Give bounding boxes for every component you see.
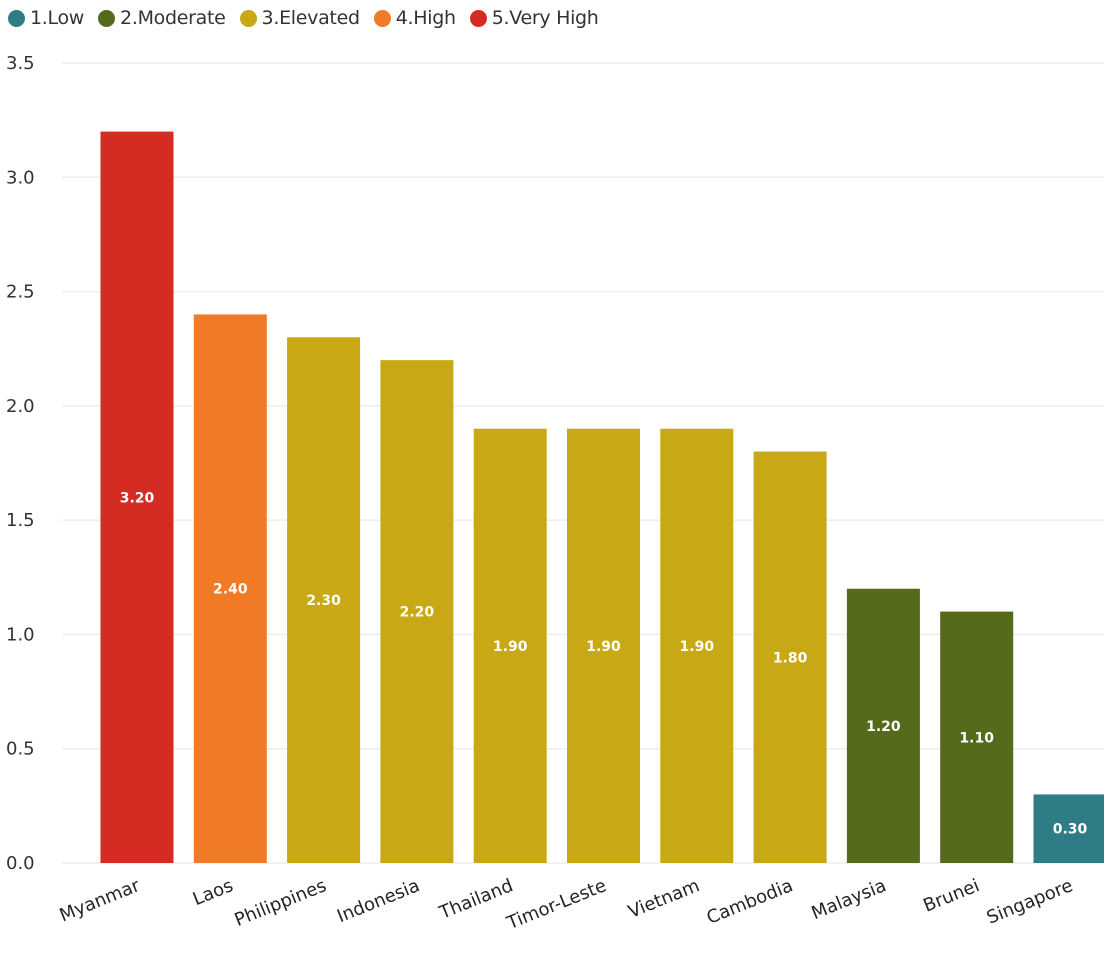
data-label: 2.30: [306, 593, 341, 609]
legend-item[interactable]: 2.Moderate: [98, 7, 226, 29]
chart-legend: 1.Low 2.Moderate 3.Elevated 4.High 5.Very Hi…: [8, 4, 613, 32]
data-label: 1.10: [959, 730, 994, 746]
x-category-label: Vietnam: [625, 875, 702, 923]
x-category-label: Brunei: [920, 875, 982, 916]
bar[interactable]: [100, 131, 174, 864]
bar[interactable]: [287, 337, 361, 863]
data-label: 1.90: [586, 639, 621, 655]
legend-marker-icon: [469, 9, 487, 27]
legend-label: 2.Moderate: [120, 7, 226, 29]
x-category-label: Philippines: [232, 875, 330, 931]
bar[interactable]: [380, 360, 454, 863]
x-category-label: Timor-Leste: [503, 875, 609, 934]
y-tick-label: 2.0: [6, 396, 35, 417]
legend-label: 3.Elevated: [261, 7, 361, 29]
legend-marker-icon: [8, 9, 25, 27]
legend-label: 5.Very High: [491, 7, 599, 29]
data-label: 0.30: [1053, 822, 1088, 838]
legend-item[interactable]: 1.Low: [8, 7, 84, 29]
data-label: 1.90: [680, 639, 715, 655]
legend-marker-icon: [373, 9, 391, 27]
data-label: 1.20: [866, 719, 901, 735]
y-tick-label: 2.5: [6, 282, 35, 303]
y-tick-label: 3.5: [6, 53, 35, 74]
y-tick-label: 0.0: [6, 853, 35, 874]
x-category-label: Cambodia: [704, 875, 796, 929]
y-tick-label: 1.0: [6, 624, 35, 645]
data-label: 2.20: [400, 605, 435, 621]
x-category-label: Myanmar: [57, 875, 144, 926]
legend-label: 4.High: [395, 7, 456, 29]
data-label: 2.40: [213, 582, 248, 598]
legend-item[interactable]: 4.High: [373, 7, 456, 29]
bar[interactable]: [660, 428, 734, 863]
bar[interactable]: [193, 314, 267, 863]
data-label: 3.20: [120, 490, 155, 506]
x-category-label: Indonesia: [334, 875, 423, 927]
bar[interactable]: [567, 428, 640, 863]
bar[interactable]: [940, 611, 1014, 863]
legend-item[interactable]: 3.Elevated: [239, 7, 361, 29]
x-category-label: Laos: [190, 875, 236, 910]
y-tick-label: 0.5: [6, 739, 35, 760]
legend-label: 1.Low: [30, 7, 85, 29]
legend-marker-icon: [239, 9, 257, 27]
bar[interactable]: [753, 451, 827, 863]
x-category-label: Singapore: [984, 875, 1076, 928]
x-category-label: Malaysia: [808, 875, 889, 924]
legend-item[interactable]: 5.Very High: [469, 7, 599, 29]
y-tick-label: 3.0: [6, 167, 35, 188]
data-label: 1.80: [773, 650, 808, 666]
legend-marker-icon: [98, 9, 116, 27]
data-label: 1.90: [493, 639, 528, 655]
bar[interactable]: [846, 588, 920, 863]
bar[interactable]: [1033, 794, 1104, 863]
bar[interactable]: [473, 428, 547, 863]
y-tick-label: 1.5: [6, 510, 35, 531]
